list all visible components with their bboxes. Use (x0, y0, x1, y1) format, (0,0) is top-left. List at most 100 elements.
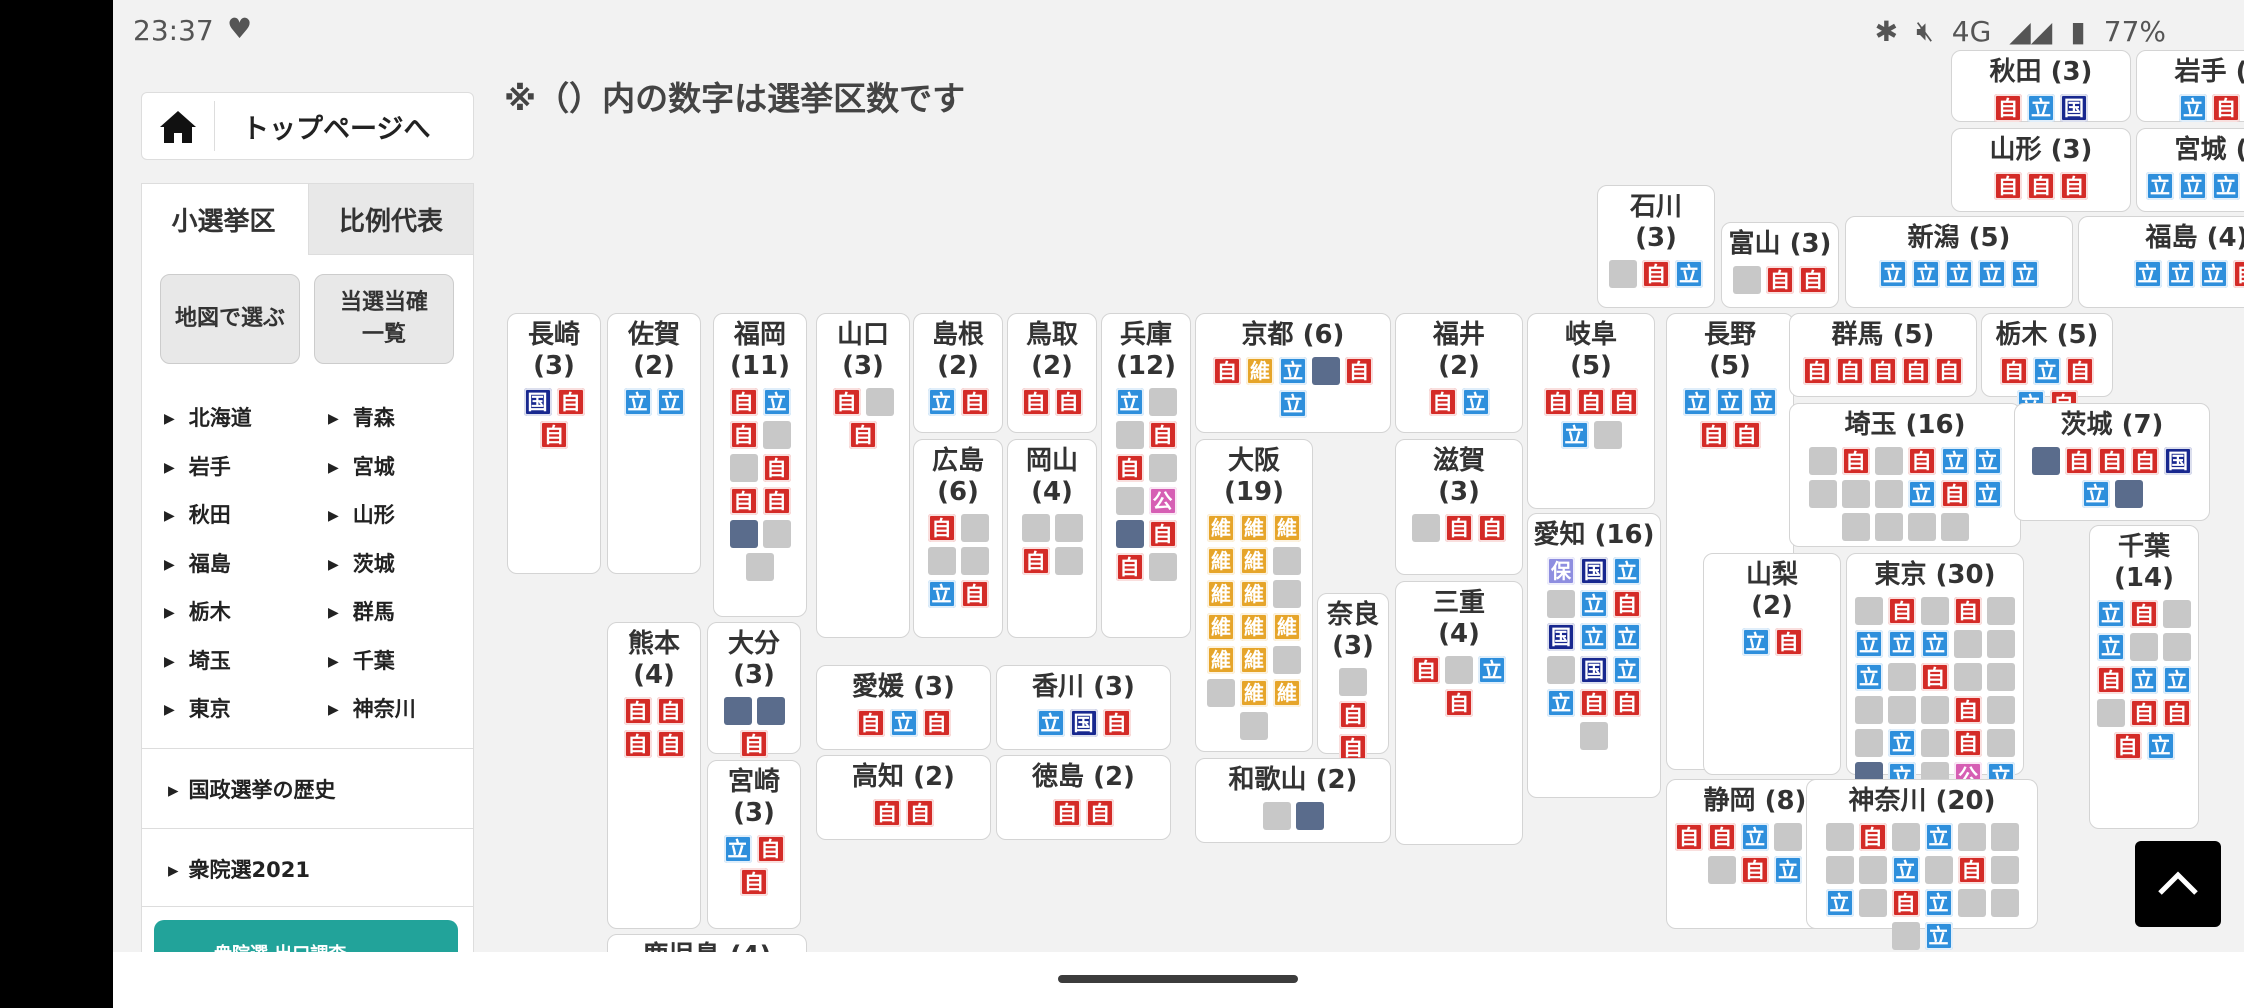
prefecture-link[interactable]: 秋田 (164, 499, 231, 529)
prefecture-block[interactable]: 秋田 (3) 自立国 (1951, 50, 2131, 122)
seat-rikken: 立 (1774, 856, 1802, 884)
prefecture-block[interactable]: 岩手 (3) 立自立 (2136, 50, 2244, 122)
seat-grid: 維維維維維維維維維維維維維維 (1205, 514, 1304, 740)
prefecture-block[interactable]: 東京 (30) 自自立立立立自自立自立公立 (1846, 553, 2024, 790)
select-by-map-button[interactable]: 地図で選ぶ (160, 274, 300, 364)
seat-rikken: 立 (1580, 590, 1608, 618)
seat-jimin: 自 (1610, 388, 1638, 416)
prefecture-name: 徳島 (2) (1032, 762, 1135, 792)
prefecture-block[interactable]: 高知 (2) 自自 (816, 755, 991, 840)
tab-proportional[interactable]: 比例代表 (308, 184, 473, 255)
history-link[interactable]: 国政選挙の歴史 (168, 774, 336, 804)
prefecture-link[interactable]: 栃木 (164, 596, 231, 626)
prefecture-link[interactable]: 東京 (164, 693, 231, 723)
seat-grid: 自自 (1410, 514, 1509, 542)
seat-jimin: 自 (556, 388, 585, 416)
seat-none (2130, 633, 2158, 661)
seat-ishin: 維 (1207, 646, 1235, 674)
prefecture-block[interactable]: 三重 (4) 自立自 (1395, 581, 1523, 845)
election2021-link[interactable]: 衆院選2021 (168, 854, 310, 884)
seat-none (1874, 480, 1903, 508)
prefecture-block[interactable]: 山梨 (2) 立自 (1703, 553, 1841, 775)
prefecture-block[interactable]: 石川 (3) 自立 (1597, 185, 1715, 308)
prefecture-link[interactable]: 群馬 (328, 596, 395, 626)
prefecture-block[interactable]: 佐賀 (2) 立立 (607, 313, 701, 574)
prefecture-block[interactable]: 岐阜 (5) 自自自立 (1527, 313, 1655, 509)
prefecture-block[interactable]: 鳥取 (2) 自自 (1007, 313, 1097, 433)
prefecture-block[interactable]: 滋賀 (3) 自自 (1395, 439, 1523, 575)
prefecture-link[interactable]: 福島 (164, 548, 231, 578)
prefecture-link[interactable]: 山形 (328, 499, 395, 529)
prefecture-block[interactable]: 山口 (3) 自自 (816, 313, 910, 638)
prefecture-block[interactable]: 奈良 (3) 自自 (1317, 593, 1389, 762)
seat-jimin: 自 (729, 421, 758, 449)
home-gesture-handle[interactable] (1058, 975, 1298, 983)
prefecture-block[interactable]: 栃木 (5)自立自立自 (1981, 313, 2113, 418)
seat-none (1957, 889, 1986, 917)
divider (142, 906, 473, 907)
winners-list-button[interactable]: 当選当確 一覧 (314, 274, 454, 364)
tab-single-seat[interactable]: 小選挙区 (142, 184, 305, 254)
prefecture-name: 奈良 (3) (1326, 600, 1379, 661)
scroll-to-top-button[interactable] (2135, 841, 2221, 927)
prefecture-block[interactable]: 千葉 (14) 立自立自立立自自自立 (2089, 525, 2199, 829)
seat-jimin: 自 (740, 730, 768, 758)
prefecture-block[interactable]: 福岡 (11) 自立自自自自 (713, 313, 807, 617)
prefecture-block[interactable]: 神奈川 (20) 自立立自立自立立 (1806, 779, 2038, 950)
prefecture-block[interactable]: 新潟 (5) 立立立立立 (1845, 216, 2073, 308)
prefecture-link[interactable]: 青森 (328, 402, 395, 432)
seat-rikken: 立 (1924, 922, 1953, 950)
prefecture-block[interactable]: 熊本 (4) 自自自自 (607, 622, 701, 929)
prefecture-link[interactable]: 千葉 (328, 645, 395, 675)
seat-none (865, 388, 894, 416)
seat-none (1593, 421, 1622, 449)
prefecture-block[interactable]: 山形 (3) 自自自 (1951, 128, 2131, 212)
prefecture-block[interactable]: 広島 (6) 自立自 (913, 439, 1003, 638)
prefecture-link[interactable]: 埼玉 (164, 645, 231, 675)
prefecture-block[interactable]: 長崎 (3) 国自自 (507, 313, 601, 574)
seat-none (1855, 597, 1883, 625)
prefecture-block[interactable]: 富山 (3) 自自 (1721, 222, 1839, 308)
prefecture-block[interactable]: 群馬 (5) 自自自自自 (1789, 313, 1977, 397)
prefecture-link[interactable]: 神奈川 (328, 693, 416, 723)
seat-none (1054, 547, 1083, 575)
seat-none (1708, 856, 1736, 884)
prefecture-link[interactable]: 宮城 (328, 451, 395, 481)
prefecture-block[interactable]: 愛知 (16) 保国立立自国立立国立立自自 (1527, 513, 1661, 798)
seat-none (1240, 712, 1268, 740)
prefecture-name: 長野 (5) (1703, 320, 1756, 381)
prefecture-block[interactable]: 大阪 (19) 維維維維維維維維維維維維維維 (1195, 439, 1313, 752)
seat-none (1987, 696, 2015, 724)
prefecture-link[interactable]: 北海道 (164, 402, 252, 432)
seat-jimin: 自 (2000, 357, 2028, 385)
seat-rikken: 立 (1613, 557, 1641, 585)
prefecture-block[interactable]: 島根 (2) 立自 (913, 313, 1003, 433)
prefecture-block[interactable]: 和歌山 (2) (1195, 758, 1391, 843)
seat-grid: 自立自 (821, 709, 986, 737)
prefecture-block[interactable]: 宮崎 (3) 立自自 (707, 760, 801, 929)
prefecture-block[interactable]: 愛媛 (3) 自立自 (816, 665, 991, 750)
seat-jimin: 自 (1642, 260, 1670, 288)
prefecture-block[interactable]: 福井 (2) 自立 (1395, 313, 1523, 433)
prefecture-block[interactable]: 徳島 (2) 自自 (996, 755, 1171, 840)
prefecture-block[interactable]: 茨城 (7) 自自自国立 (2014, 403, 2210, 521)
seat-jimin: 自 (1774, 628, 1803, 656)
home-link[interactable]: トップページへ (141, 92, 474, 160)
seat-rikken: 立 (2097, 600, 2125, 628)
battery-icon: ▮ (2070, 14, 2086, 48)
seat-jimin: 自 (1613, 590, 1641, 618)
seat-none (1733, 266, 1761, 294)
prefecture-block[interactable]: 埼玉 (16) 自自立立立自立 (1789, 403, 2021, 547)
prefecture-block[interactable]: 岡山 (4) 自 (1007, 439, 1097, 638)
prefecture-block[interactable]: 大分 (3) 自 (707, 622, 801, 758)
prefecture-block[interactable]: 兵庫 (12) 立自自公自自 (1101, 313, 1191, 638)
prefecture-block[interactable]: 京都 (6) 自維立自立 (1195, 313, 1391, 433)
phone-screen: 23:37 ♥ ✱ 🔇︎ 4G ◢◢ ▮ 77% トップページへ 小選挙区 比例… (113, 0, 2244, 1008)
prefecture-link[interactable]: 岩手 (164, 451, 231, 481)
prefecture-name: 鳥取 (2) (1025, 320, 1078, 381)
prefecture-block[interactable]: 香川 (3) 立国自 (996, 665, 1171, 750)
seat-hoshu: 保 (1547, 557, 1575, 585)
prefecture-link[interactable]: 茨城 (328, 548, 395, 578)
